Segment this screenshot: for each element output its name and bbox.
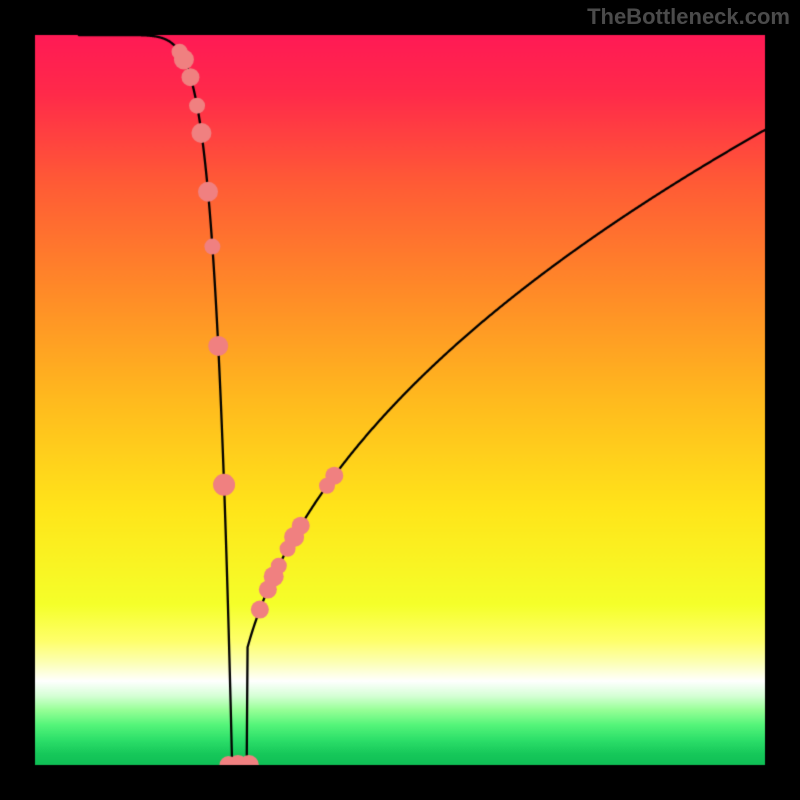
- chart-root: TheBottleneck.com: [0, 0, 800, 800]
- bottleneck-curve-chart: [0, 0, 800, 800]
